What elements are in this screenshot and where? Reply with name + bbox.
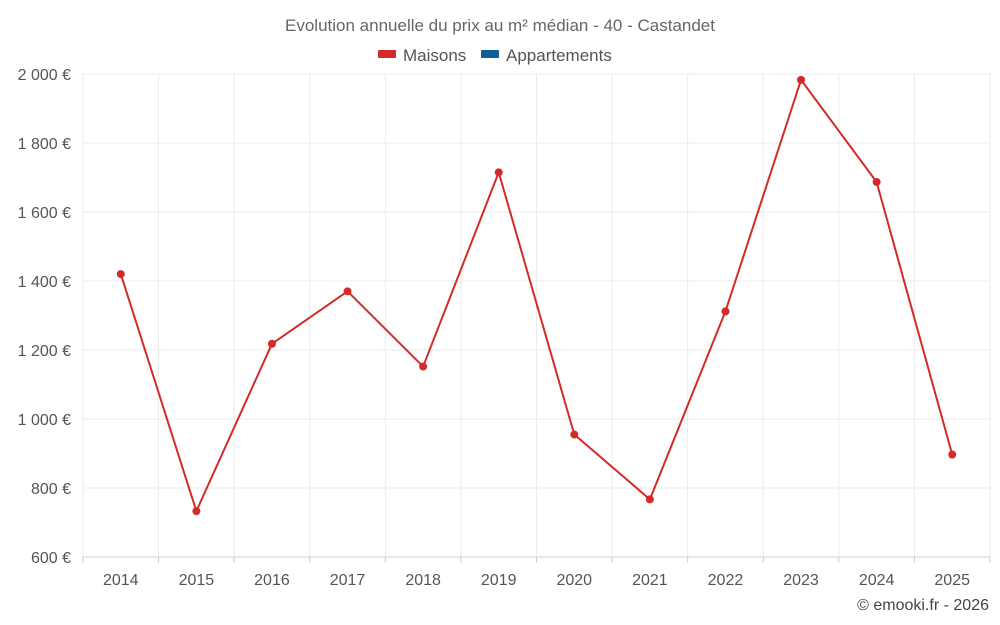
data-point[interactable] (419, 362, 428, 371)
y-tick-label: 2 000 € (18, 67, 71, 84)
legend-item-appartements[interactable]: Appartements (481, 46, 612, 65)
data-point[interactable] (192, 507, 201, 516)
x-tick-label: 2017 (330, 572, 366, 589)
chart-title: Evolution annuelle du prix au m² médian … (285, 16, 715, 35)
legend-swatch-maisons (378, 50, 396, 58)
x-tick-label: 2025 (934, 572, 970, 589)
x-axis-ticks: 2014 2015 2016 2017 2018 2019 2020 2021 2022 2023… (103, 572, 970, 589)
y-axis-ticks: 600 € 800 € 1 000 € 1 200 € 1 400 € 1 600 € 1 … (18, 67, 71, 567)
data-point[interactable] (797, 75, 806, 84)
legend-label-maisons: Maisons (403, 46, 466, 65)
data-point[interactable] (721, 307, 730, 316)
series-line-maisons (119, 78, 954, 513)
x-tick-label: 2022 (708, 572, 744, 589)
y-tick-label: 600 € (31, 550, 71, 567)
data-point[interactable] (570, 430, 579, 439)
x-tick-label: 2014 (103, 572, 139, 589)
y-tick-label: 1 000 € (18, 412, 71, 429)
x-tick-label: 2016 (254, 572, 290, 589)
x-tick-label: 2019 (481, 572, 517, 589)
data-point[interactable] (343, 287, 352, 296)
data-point[interactable] (872, 177, 881, 186)
grid (82, 73, 991, 557)
data-point[interactable] (494, 168, 503, 177)
legend-item-maisons[interactable]: Maisons (378, 46, 466, 65)
data-point[interactable] (948, 450, 957, 459)
x-tick-label: 2024 (859, 572, 895, 589)
axes (82, 556, 991, 563)
y-tick-label: 1 800 € (18, 136, 71, 153)
x-tick-label: 2015 (179, 572, 215, 589)
y-tick-label: 1 600 € (18, 205, 71, 222)
x-tick-label: 2018 (405, 572, 441, 589)
data-point[interactable] (267, 339, 276, 348)
series (116, 75, 957, 516)
credit: © emooki.fr - 2026 (857, 597, 989, 614)
y-tick-label: 800 € (31, 481, 71, 498)
legend-swatch-appartements (481, 50, 499, 58)
x-tick-label: 2020 (556, 572, 592, 589)
legend-label-appartements: Appartements (506, 46, 612, 65)
legend: Maisons Appartements (378, 46, 612, 65)
y-tick-label: 1 400 € (18, 274, 71, 291)
data-point[interactable] (116, 270, 125, 279)
x-tick-label: 2023 (783, 572, 819, 589)
data-point[interactable] (645, 495, 654, 504)
x-tick-label: 2021 (632, 572, 668, 589)
y-tick-label: 1 200 € (18, 343, 71, 360)
